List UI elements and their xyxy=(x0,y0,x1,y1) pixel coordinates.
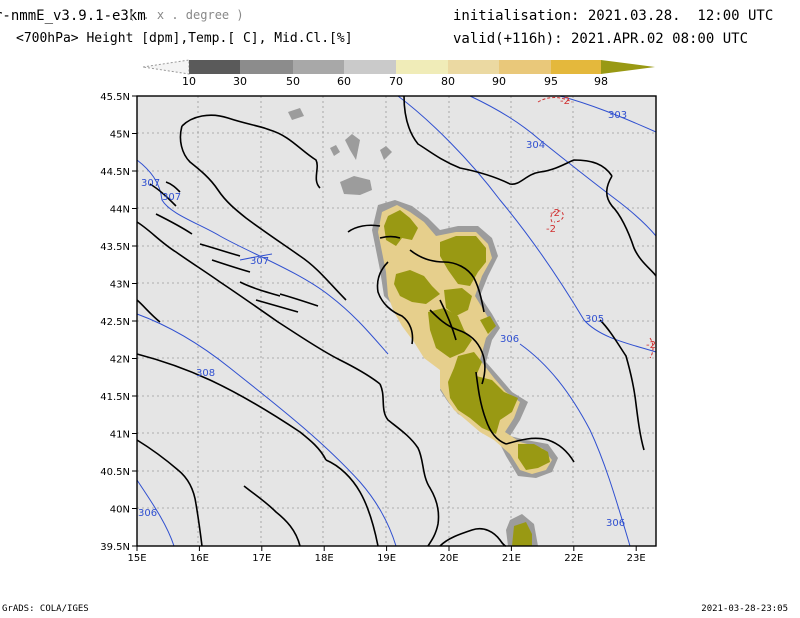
height-label: 305 xyxy=(585,314,604,325)
y-tick-label: 43N xyxy=(110,280,130,291)
temp-label: -2 xyxy=(550,208,560,219)
height-label: 307 xyxy=(162,192,181,203)
x-tick-label: 21E xyxy=(502,553,521,564)
height-label: 307 xyxy=(250,256,269,267)
x-tick-label: 22E xyxy=(564,553,583,564)
colorbar-label: 95 xyxy=(544,75,558,88)
colorbar-label: 70 xyxy=(389,75,403,88)
height-label: 303 xyxy=(608,110,627,121)
colorbar-box-8 xyxy=(551,60,601,74)
units-label: ( . x . degree ) xyxy=(128,8,244,22)
y-axis-ticks: 45.5N 45N 44.5N 44N 43.5N 43N 42.5N 42N 41.5N 41N… xyxy=(100,92,137,553)
temperature-contour-labels: -2 -2 -2 -2 xyxy=(546,96,656,351)
y-tick-label: 40N xyxy=(110,505,130,516)
y-tick-label: 44N xyxy=(110,205,130,216)
temp-label: -2 xyxy=(646,340,656,351)
colorbar-label: 60 xyxy=(337,75,351,88)
initialisation-time: initialisation: 2021.03.28. 12:00 UTC xyxy=(453,8,774,24)
height-label: 306 xyxy=(606,518,625,529)
y-tick-label: 42N xyxy=(110,355,130,366)
colorbar-box-7 xyxy=(499,60,551,74)
colorbar-label: 10 xyxy=(182,75,196,88)
colorbar-box-1 xyxy=(189,60,240,74)
map-panel: 307 307 307 306 305 306 304 303 308 306 … xyxy=(136,95,657,547)
colorbar-box-3 xyxy=(293,60,344,74)
y-tick-label: 43.5N xyxy=(100,242,130,253)
grid-lines xyxy=(137,96,656,546)
colorbar-label: 90 xyxy=(492,75,506,88)
y-tick-label: 45N xyxy=(110,130,130,141)
footer-credit: GrADS: COLA/IGES xyxy=(2,604,89,614)
x-tick-label: 18E xyxy=(315,553,334,564)
x-tick-label: 20E xyxy=(439,553,458,564)
colorbar-low-triangle xyxy=(142,59,190,75)
colorbar-box-5 xyxy=(396,60,448,74)
y-tick-label: 41.5N xyxy=(100,392,130,403)
islands xyxy=(149,181,401,313)
y-tick-label: 40.5N xyxy=(100,467,130,478)
y-tick-label: 44.5N xyxy=(100,167,130,178)
x-tick-label: 23E xyxy=(627,553,646,564)
height-label: 306 xyxy=(500,334,519,345)
y-tick-label: 41N xyxy=(110,430,130,441)
coastlines-borders xyxy=(136,95,657,547)
model-title: r-nmmE_v3.9.1-e3km xyxy=(0,8,146,24)
y-tick-label: 45.5N xyxy=(100,92,130,103)
colorbar: 10 30 50 60 70 80 90 95 98 xyxy=(142,59,655,88)
cloud-core xyxy=(384,210,550,546)
valid-time: valid(+116h): 2021.APR.02 08:00 UTC xyxy=(453,31,749,47)
x-tick-label: 15E xyxy=(127,553,146,564)
colorbar-box-2 xyxy=(240,60,293,74)
variables-label: <700hPa> Height [dpm],Temp.[ C], Mid.Cl.… xyxy=(16,31,353,46)
temp-label: -2 xyxy=(560,96,570,107)
colorbar-label: 50 xyxy=(286,75,300,88)
colorbar-label: 30 xyxy=(233,75,247,88)
x-tick-label: 17E xyxy=(252,553,271,564)
footer-timestamp: 2021-03-28-23:05 xyxy=(701,604,788,614)
colorbar-high-triangle xyxy=(601,60,655,74)
y-tick-label: 39.5N xyxy=(100,542,130,553)
colorbar-box-6 xyxy=(448,60,499,74)
temperature-contours xyxy=(537,97,654,359)
cloud-cover xyxy=(288,108,558,546)
colorbar-box-4 xyxy=(344,60,396,74)
x-tick-label: 19E xyxy=(377,553,396,564)
height-label: 306 xyxy=(138,508,157,519)
y-tick-label: 42.5N xyxy=(100,317,130,328)
x-tick-label: 16E xyxy=(190,553,209,564)
x-axis-ticks: 15E 16E 17E 18E 19E 20E 21E 22E 23E xyxy=(127,546,646,564)
colorbar-label: 80 xyxy=(441,75,455,88)
height-contour-labels: 307 307 307 306 305 306 304 303 308 306 xyxy=(138,110,627,529)
height-label: 304 xyxy=(526,140,545,151)
height-label: 308 xyxy=(196,368,215,379)
temp-label: -2 xyxy=(546,224,556,235)
colorbar-labels: 10 30 50 60 70 80 90 95 98 xyxy=(182,75,608,88)
colorbar-label: 98 xyxy=(594,75,608,88)
height-label: 307 xyxy=(141,178,160,189)
